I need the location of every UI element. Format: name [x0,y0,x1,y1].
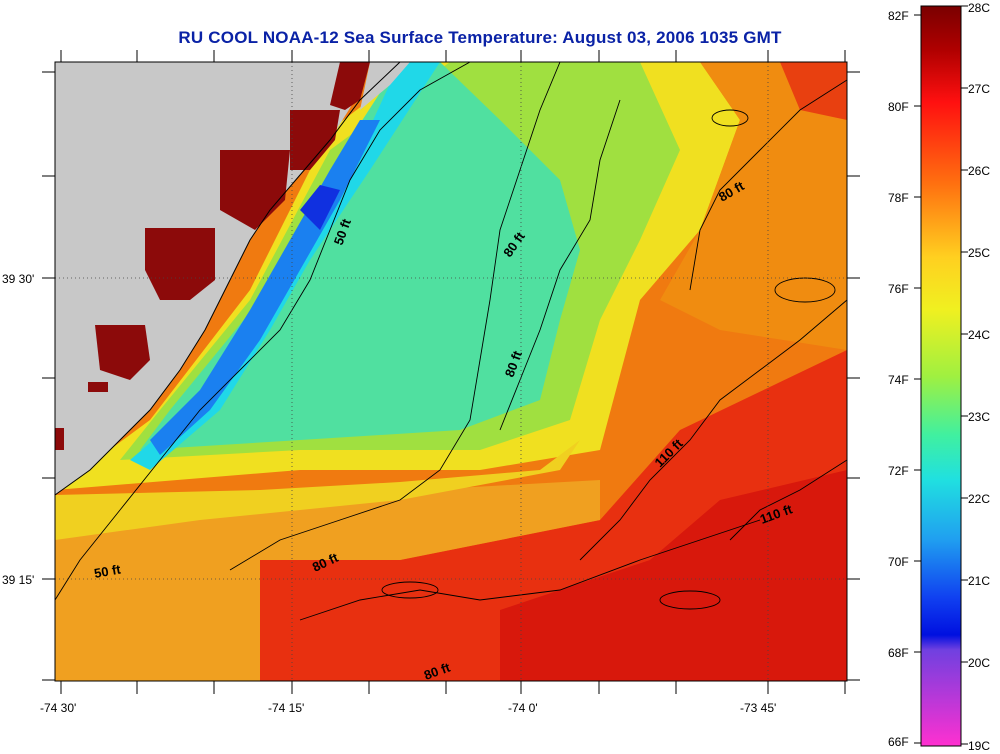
warm-pixels-3 [220,150,290,230]
grid-lines [55,62,847,681]
x-tick-label-73-45: -73 45' [740,701,776,715]
contour-ring-3 [381,581,439,599]
left-ticks [42,71,55,681]
warm-pixels-7 [55,428,64,450]
contour-ring-1 [711,109,749,127]
warm-pixels-1 [330,62,370,110]
warm-pixels-6 [88,382,108,392]
dark-red-water [500,470,847,681]
contour-label-50ft-south: 50 ft [93,561,123,581]
orange-water-south [55,480,600,681]
dark-blue-patch [300,185,340,230]
x-tick-label-74-30: -74 30' [40,701,76,715]
contour-ring-4 [659,590,721,610]
contour-80ft-west [229,62,561,571]
cyan-water [130,62,440,470]
contour-80ft-east [689,79,847,291]
contour-ring-2 [774,277,836,303]
land-northeast-tip [360,62,410,110]
map-field: 50 ft 50 ft 80 ft 80 ft 80 ft 80 ft 80 f… [55,62,847,681]
warm-pixels-2 [290,110,340,170]
y-tick-label-39-30: 39 30' [2,272,34,286]
bottom-ticks [60,681,846,694]
chart-title: RU COOL NOAA-12 Sea Surface Temperature:… [178,28,782,47]
warm-pixels-4 [145,228,215,300]
y-tick-label-39-15: 39 15' [2,573,34,587]
red-corner-northeast [780,62,847,120]
x-tick-label-74-0: -74 0' [508,701,538,715]
contour-110ft [579,299,847,561]
yellow-band [55,440,580,540]
contour-80ft-south [299,519,761,621]
warm-pixels-5 [95,325,150,380]
top-ticks [60,50,846,62]
coastline [55,62,401,496]
contour-50ft [55,62,471,601]
isobath-contours [55,62,847,621]
map-frame [54,61,848,682]
contour-80ft-mid [499,99,621,431]
contour-110ft-east [729,459,847,541]
x-tick-label-74-15: -74 15' [268,701,304,715]
right-ticks [847,71,860,681]
